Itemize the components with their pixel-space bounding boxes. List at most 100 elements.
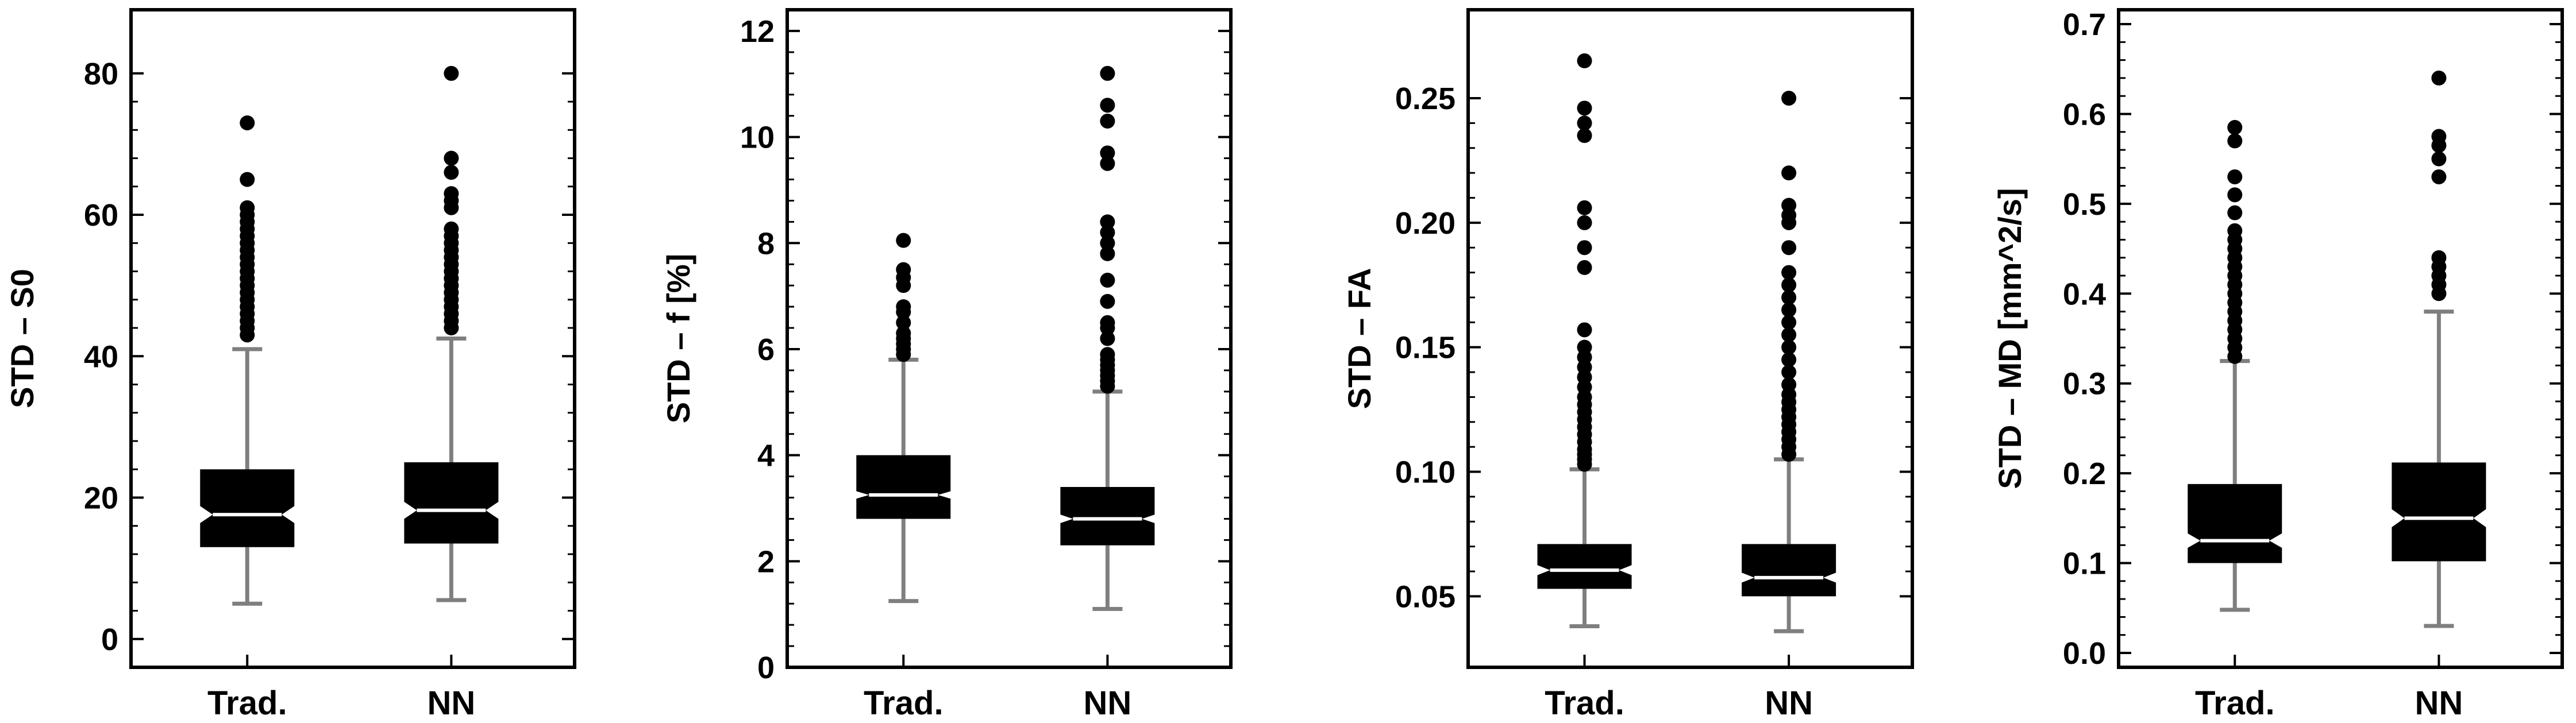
outlier-point — [240, 200, 255, 215]
chart-panel-4: 0.0 0.1 0.2 0.3 0.4 0.5 0.6 0.7 STD – MD [mm^2/s… — [1992, 7, 2564, 722]
outlier-point — [2227, 169, 2243, 184]
notched-box — [200, 469, 295, 547]
y-tick-label: 20 — [84, 481, 118, 516]
outlier-point — [1577, 53, 1592, 68]
y-axis-label: STD – FA — [1341, 268, 1377, 409]
y-tick-label: 0.2 — [2063, 457, 2106, 491]
outlier-point — [1781, 339, 1797, 355]
outlier-point — [1577, 322, 1592, 338]
outlier-point — [1781, 277, 1797, 293]
outlier-point — [2227, 133, 2243, 149]
outlier-point — [1577, 200, 1592, 215]
box-nn — [1742, 90, 1836, 633]
outlier-point — [1100, 235, 1115, 251]
y-tick-label: 40 — [84, 339, 118, 374]
y-tick-label: 80 — [84, 57, 118, 91]
plot-frame — [2117, 8, 2564, 669]
notched-box — [856, 455, 951, 519]
outlier-point — [1781, 265, 1797, 280]
outlier-point — [444, 65, 459, 81]
outlier-point — [1577, 215, 1592, 230]
outlier-point — [444, 150, 459, 166]
x-tick-label: NN — [2415, 685, 2463, 722]
y-tick-label: 0.25 — [1395, 82, 1456, 116]
y-tick-label: 0.20 — [1395, 206, 1456, 241]
y-tick-label: 0.15 — [1395, 331, 1456, 365]
box-trad — [1537, 53, 1632, 628]
outlier-point — [2227, 187, 2243, 203]
outlier-point — [1577, 339, 1592, 355]
outlier-point — [1781, 365, 1797, 380]
x-tick-label: NN — [427, 685, 475, 722]
y-tick-label: 0.3 — [2063, 367, 2106, 401]
y-tick-label: 0.4 — [2063, 277, 2106, 311]
outlier-point — [1100, 156, 1115, 171]
outlier-point — [1577, 100, 1592, 116]
y-tick-label: 0.6 — [2063, 97, 2106, 132]
outlier-point — [444, 165, 459, 180]
y-tick-label: 0.0 — [2063, 636, 2106, 671]
outlier-point — [1100, 347, 1115, 362]
outlier-point — [1781, 302, 1797, 318]
outlier-point — [1100, 65, 1115, 81]
box-nn — [404, 65, 499, 602]
outlier-point — [1781, 165, 1797, 181]
chart-panel-2: 0 2 4 6 8 10 12 STD – f [%] Trad. NN — [660, 8, 1233, 722]
outlier-point — [1781, 289, 1797, 305]
y-tick-label: 0.10 — [1395, 455, 1456, 490]
box-trad — [2188, 119, 2282, 612]
outlier-point — [896, 262, 911, 277]
outlier-point — [896, 299, 911, 315]
x-tick-label: Trad. — [864, 685, 944, 722]
x-tick-label: Trad. — [1545, 685, 1624, 722]
outlier-point — [1781, 352, 1797, 368]
outlier-point — [2431, 169, 2447, 184]
outlier-point — [240, 115, 255, 130]
outlier-point — [444, 221, 459, 237]
outlier-point — [1100, 113, 1115, 129]
outlier-point — [1781, 377, 1797, 392]
outlier-point — [1781, 240, 1797, 256]
notched-box — [404, 462, 499, 544]
outlier-point — [1577, 115, 1592, 131]
y-tick-label: 0.7 — [2063, 7, 2106, 42]
notched-box — [1742, 544, 1836, 597]
y-tick-label: 0.5 — [2063, 187, 2106, 222]
box-trad — [856, 233, 951, 604]
outlier-point — [240, 172, 255, 187]
outlier-point — [1781, 198, 1797, 213]
box-nn — [2392, 70, 2486, 628]
y-tick-label: 2 — [757, 544, 775, 579]
y-tick-label: 6 — [757, 332, 775, 367]
outlier-point — [1781, 315, 1797, 330]
outlier-point — [1100, 214, 1115, 230]
outlier-point — [1577, 128, 1592, 144]
outlier-point — [1100, 145, 1115, 161]
outlier-point — [444, 186, 459, 202]
outlier-point — [2431, 250, 2447, 265]
x-tick-label: Trad. — [207, 685, 287, 722]
y-axis-label: STD – f [%] — [660, 254, 696, 424]
y-axis-label: STD – MD [mm^2/s] — [1992, 188, 2028, 489]
outlier-point — [2431, 70, 2447, 86]
outlier-point — [1577, 240, 1592, 256]
outlier-point — [1100, 331, 1115, 346]
outlier-point — [2431, 129, 2447, 144]
box-trad — [200, 115, 295, 606]
outlier-point — [1781, 327, 1797, 342]
outlier-point — [1100, 272, 1115, 288]
y-axis-label: STD – S0 — [4, 269, 40, 408]
outlier-point — [1781, 90, 1797, 106]
outlier-point — [1577, 260, 1592, 275]
outlier-point — [1100, 98, 1115, 113]
y-tick-label: 60 — [84, 198, 118, 233]
outlier-point — [2227, 119, 2243, 135]
outlier-point — [896, 326, 911, 341]
y-tick-label: 0.05 — [1395, 579, 1456, 614]
notched-box — [1537, 544, 1632, 589]
y-tick-label: 8 — [757, 226, 775, 261]
outlier-point — [1100, 315, 1115, 330]
chart-panel-1: 0 20 40 60 80 STD – S0 Trad. NN — [4, 8, 576, 722]
notched-box — [2188, 484, 2282, 563]
outlier-point — [1100, 225, 1115, 240]
